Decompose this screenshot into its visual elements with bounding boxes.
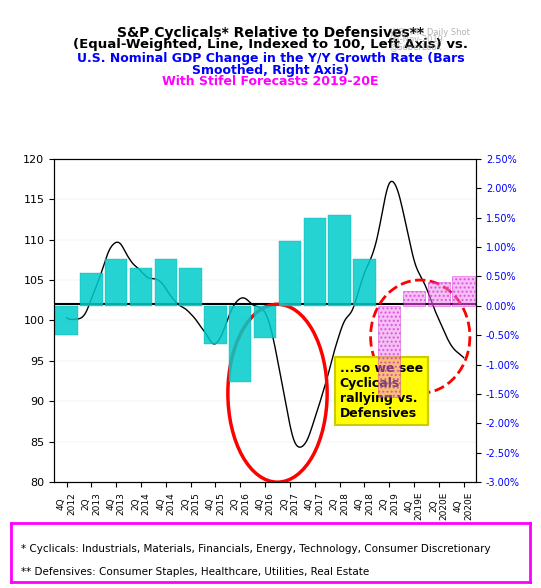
Bar bbox=[204, 306, 227, 344]
Bar bbox=[428, 282, 450, 306]
Text: U.S. Nominal GDP Change in the Y/Y Growth Rate (Bars: U.S. Nominal GDP Change in the Y/Y Growt… bbox=[77, 52, 464, 65]
Bar bbox=[55, 306, 78, 335]
Bar bbox=[105, 259, 127, 306]
Bar bbox=[229, 306, 252, 382]
Text: S&P Cyclicals* Relative to Defensives**: S&P Cyclicals* Relative to Defensives** bbox=[117, 26, 424, 41]
Text: ** Defensives: Consumer Staples, Healthcare, Utilities, Real Estate: ** Defensives: Consumer Staples, Healthc… bbox=[21, 567, 370, 577]
Bar bbox=[353, 259, 375, 306]
Bar bbox=[328, 215, 351, 306]
Bar bbox=[304, 218, 326, 306]
Bar bbox=[180, 268, 202, 306]
Bar bbox=[80, 273, 102, 306]
Bar bbox=[452, 276, 475, 306]
Text: * Cyclicals: Industrials, Materials, Financials, Energy, Technology, Consumer Di: * Cyclicals: Industrials, Materials, Fin… bbox=[21, 544, 491, 554]
Bar bbox=[254, 306, 276, 338]
Bar bbox=[155, 259, 177, 306]
Bar bbox=[279, 241, 301, 306]
Text: 08-Nov-2019: 08-Nov-2019 bbox=[390, 35, 444, 44]
Text: WSJ The Daily Shot: WSJ The Daily Shot bbox=[390, 28, 470, 37]
Text: With Stifel Forecasts 2019-20E: With Stifel Forecasts 2019-20E bbox=[162, 75, 379, 88]
Bar bbox=[403, 291, 425, 306]
Text: ...so we see
Cyclicals
rallying vs.
Defensives: ...so we see Cyclicals rallying vs. Defe… bbox=[340, 362, 423, 420]
Bar bbox=[378, 306, 400, 397]
Text: @SoberLook: @SoberLook bbox=[390, 42, 442, 51]
Text: (Equal-Weighted, Line, Indexed to 100, Left Axis) vs.: (Equal-Weighted, Line, Indexed to 100, L… bbox=[73, 38, 468, 51]
Text: Smoothed, Right Axis): Smoothed, Right Axis) bbox=[192, 64, 349, 76]
Bar bbox=[130, 268, 152, 306]
